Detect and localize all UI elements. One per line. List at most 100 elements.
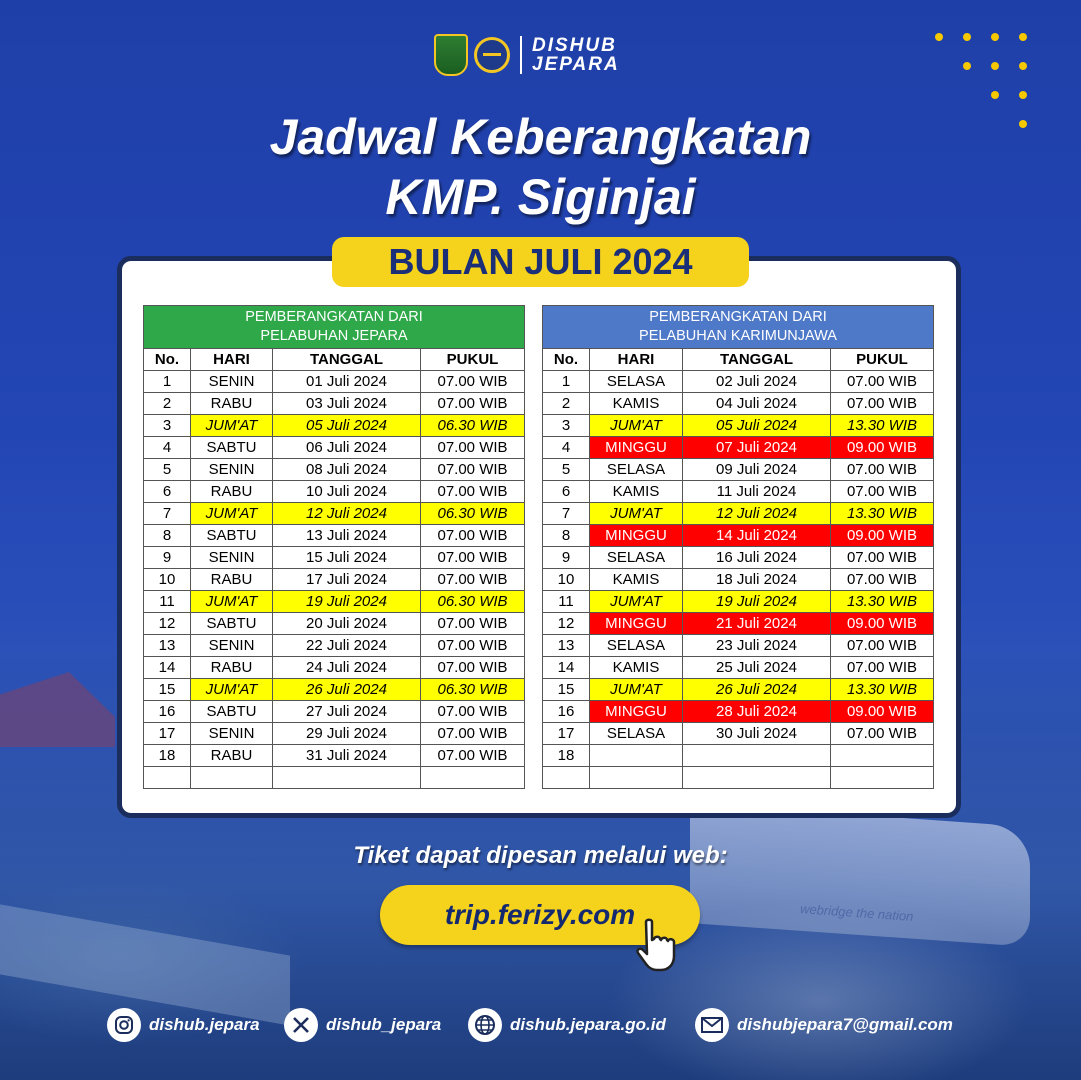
table-row: 2 RABU 03 Juli 2024 07.00 WIB: [143, 392, 526, 415]
cell-pukul: 13.30 WIB: [830, 414, 934, 437]
cell-no: 14: [143, 656, 191, 679]
table-row: 12 SABTU 20 Juli 2024 07.00 WIB: [143, 612, 526, 635]
cell-hari: SABTU: [190, 524, 273, 547]
cell-tanggal: 19 Juli 2024: [272, 590, 421, 613]
cell-tanggal: 31 Juli 2024: [272, 744, 421, 767]
cell-pukul: 06.30 WIB: [419, 590, 526, 613]
cell-no: 11: [542, 590, 590, 613]
cell-hari: JUM'AT: [589, 502, 683, 525]
social-footer: dishub.jepara dishub_jepara dishub.jepar…: [0, 1008, 1081, 1044]
page-title-line1: Jadwal Keberangkatan: [269, 109, 812, 165]
cell-tanggal: 26 Juli 2024: [272, 678, 421, 701]
instagram-link[interactable]: dishub.jepara: [107, 1008, 260, 1042]
logo-divider: [520, 36, 522, 74]
cell-no: 15: [542, 678, 590, 701]
cell-tanggal: 05 Juli 2024: [682, 414, 831, 437]
table-row: 10 KAMIS 18 Juli 2024 07.00 WIB: [542, 568, 934, 591]
jepara-header-line2: PELABUHAN JEPARA: [260, 328, 408, 344]
cell-no: 9: [542, 546, 590, 569]
cell-hari: JUM'AT: [190, 678, 273, 701]
cell-no: 3: [542, 414, 590, 437]
cell-pukul: 07.00 WIB: [830, 656, 934, 679]
cell-tanggal: 06 Juli 2024: [272, 436, 421, 459]
cell-pukul: 07.00 WIB: [830, 722, 934, 745]
cell-tanggal: 18 Juli 2024: [682, 568, 831, 591]
cell-hari: SENIN: [190, 370, 273, 393]
table-row: 1 SENIN 01 Juli 2024 07.00 WIB: [143, 370, 526, 393]
table-row: 3 JUM'AT 05 Juli 2024 06.30 WIB: [143, 414, 526, 437]
cell-tanggal: 09 Juli 2024: [682, 458, 831, 481]
cell-hari: RABU: [190, 392, 273, 415]
cell-hari: KAMIS: [589, 656, 683, 679]
email-address: dishubjepara7@gmail.com: [737, 1015, 953, 1034]
cell-pukul: 13.30 WIB: [830, 590, 934, 613]
cell-tanggal: 21 Juli 2024: [682, 612, 831, 635]
table-row: 18: [542, 744, 934, 767]
cell-hari: SELASA: [589, 722, 683, 745]
x-link[interactable]: dishub_jepara: [284, 1008, 441, 1042]
website-link[interactable]: dishub.jepara.go.id: [468, 1008, 666, 1042]
cell-no: 7: [143, 502, 191, 525]
cell-tanggal: 10 Juli 2024: [272, 480, 421, 503]
cell-no: 10: [542, 568, 590, 591]
cell-no: 2: [542, 392, 590, 415]
cell-no: 12: [143, 612, 191, 635]
cell-hari: SENIN: [190, 458, 273, 481]
cell-no: 12: [542, 612, 590, 635]
karimunjawa-table-header: PEMBERANGKATAN DARI PELABUHAN KARIMUNJAW…: [542, 305, 934, 349]
table-row: 9 SELASA 16 Juli 2024 07.00 WIB: [542, 546, 934, 569]
table-row: 16 MINGGU 28 Juli 2024 09.00 WIB: [542, 700, 934, 723]
cell-tanggal: 26 Juli 2024: [682, 678, 831, 701]
table-row: 1 SELASA 02 Juli 2024 07.00 WIB: [542, 370, 934, 393]
cell-no: 3: [143, 414, 191, 437]
table-row: 10 RABU 17 Juli 2024 07.00 WIB: [143, 568, 526, 591]
cell-no: 13: [542, 634, 590, 657]
decorative-dots: [935, 33, 1030, 133]
table-row: 11 JUM'AT 19 Juli 2024 06.30 WIB: [143, 590, 526, 613]
cell-pukul: 07.00 WIB: [419, 634, 526, 657]
cell-hari: SELASA: [589, 546, 683, 569]
cell-pukul: 07.00 WIB: [419, 480, 526, 503]
cell-pukul: 09.00 WIB: [830, 700, 934, 723]
cell-hari: SENIN: [190, 722, 273, 745]
cell-hari: MINGGU: [589, 436, 683, 459]
cell-hari: SELASA: [589, 634, 683, 657]
cell-pukul: [419, 766, 526, 789]
table-row: 17 SELASA 30 Juli 2024 07.00 WIB: [542, 722, 934, 745]
cell-tanggal: 22 Juli 2024: [272, 634, 421, 657]
table-row: 7 JUM'AT 12 Juli 2024 13.30 WIB: [542, 502, 934, 525]
column-header-hari: HARI: [190, 348, 273, 371]
cell-no: 17: [143, 722, 191, 745]
cell-pukul: 06.30 WIB: [419, 678, 526, 701]
email-link[interactable]: dishubjepara7@gmail.com: [695, 1008, 953, 1042]
column-header-no: No.: [143, 348, 191, 371]
cell-tanggal: 05 Juli 2024: [272, 414, 421, 437]
cell-hari: JUM'AT: [190, 414, 273, 437]
cell-tanggal: 07 Juli 2024: [682, 436, 831, 459]
cell-no: 16: [143, 700, 191, 723]
cell-pukul: 07.00 WIB: [419, 568, 526, 591]
table-row: 13 SENIN 22 Juli 2024 07.00 WIB: [143, 634, 526, 657]
cell-pukul: 06.30 WIB: [419, 502, 526, 525]
cell-pukul: 07.00 WIB: [419, 458, 526, 481]
table-row: 2 KAMIS 04 Juli 2024 07.00 WIB: [542, 392, 934, 415]
cell-no: 4: [143, 436, 191, 459]
website-url: dishub.jepara.go.id: [510, 1015, 666, 1034]
cell-tanggal: 02 Juli 2024: [682, 370, 831, 393]
table-row: 14 KAMIS 25 Juli 2024 07.00 WIB: [542, 656, 934, 679]
column-header-tanggal: TANGGAL: [682, 348, 831, 371]
cell-pukul: 07.00 WIB: [419, 392, 526, 415]
mail-icon: [695, 1008, 729, 1042]
logo-line1: DISHUB: [532, 35, 617, 56]
cell-no: 7: [542, 502, 590, 525]
cell-hari: JUM'AT: [589, 678, 683, 701]
cell-tanggal: 17 Juli 2024: [272, 568, 421, 591]
cell-pukul: 06.30 WIB: [419, 414, 526, 437]
cell-tanggal: 13 Juli 2024: [272, 524, 421, 547]
cell-hari: [190, 766, 273, 789]
cell-pukul: 07.00 WIB: [419, 744, 526, 767]
cell-tanggal: 15 Juli 2024: [272, 546, 421, 569]
cell-tanggal: 20 Juli 2024: [272, 612, 421, 635]
table-row: 5 SELASA 09 Juli 2024 07.00 WIB: [542, 458, 934, 481]
dishub-globe-icon: [474, 37, 510, 73]
